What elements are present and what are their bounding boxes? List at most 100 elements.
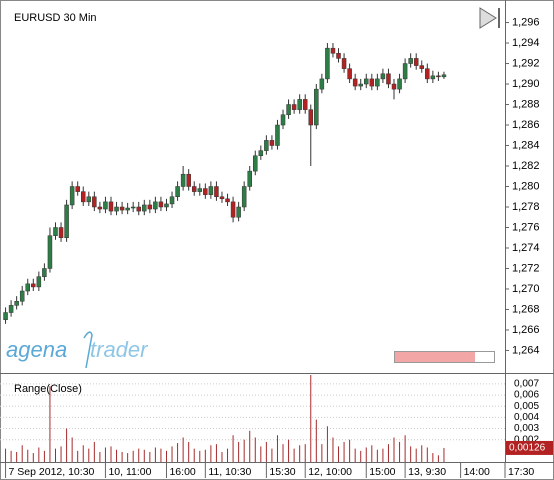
candle-body bbox=[341, 58, 347, 69]
candle-body bbox=[280, 114, 286, 126]
x-tick-label: 15:30 bbox=[269, 466, 295, 478]
candle-body bbox=[358, 83, 363, 87]
candle-body bbox=[130, 206, 136, 209]
y-tick-label: 1,284 bbox=[512, 139, 540, 151]
candle-body bbox=[97, 206, 103, 210]
candle-body bbox=[336, 53, 341, 59]
candle-body bbox=[275, 124, 280, 146]
candle-body bbox=[375, 78, 380, 87]
y-tick-label: 1,290 bbox=[512, 78, 540, 90]
candle-body bbox=[147, 204, 153, 210]
candle-body bbox=[175, 186, 180, 197]
candle-body bbox=[103, 201, 108, 210]
candle-body bbox=[14, 301, 19, 306]
y-tick-label: 1,264 bbox=[512, 344, 540, 356]
candle-body bbox=[125, 207, 130, 211]
candle-body bbox=[69, 186, 75, 206]
y-tick-label: 1,272 bbox=[512, 262, 540, 274]
candle-body bbox=[419, 65, 425, 69]
last-value-box bbox=[506, 440, 553, 455]
x-tick-label: 11, 10:30 bbox=[208, 466, 251, 478]
chart-title: EURUSD 30 Min bbox=[14, 12, 97, 24]
candle-body bbox=[286, 104, 291, 116]
candle-body bbox=[230, 201, 236, 218]
candle-body bbox=[31, 283, 36, 288]
play-button[interactable] bbox=[479, 7, 500, 29]
candle-body bbox=[64, 204, 69, 238]
candle-body bbox=[314, 88, 319, 126]
candle-body bbox=[253, 155, 258, 172]
logo-mark bbox=[83, 331, 93, 369]
candle-body bbox=[208, 186, 214, 195]
candle-body bbox=[153, 201, 158, 210]
x-tick-label: 7 Sep 2012, 10:30 bbox=[9, 466, 95, 478]
candle-body bbox=[413, 58, 419, 66]
candle-body bbox=[397, 78, 402, 90]
candle-body bbox=[330, 47, 336, 54]
y-tick-label: 1,292 bbox=[512, 57, 540, 69]
y-tick-label: 1,294 bbox=[512, 37, 540, 49]
candle-body bbox=[347, 68, 352, 80]
candle-body bbox=[225, 198, 230, 203]
candle-body bbox=[380, 73, 386, 80]
candle-body bbox=[425, 68, 430, 80]
candle-body bbox=[352, 78, 358, 87]
candle-body bbox=[92, 196, 97, 208]
y-tick-label: 1,282 bbox=[512, 160, 540, 172]
candle-body bbox=[186, 173, 191, 187]
x-tick-label: 14:00 bbox=[464, 466, 490, 478]
candle-body bbox=[291, 104, 297, 110]
candle-body bbox=[241, 186, 247, 208]
x-tick-label: 17:30 bbox=[508, 466, 534, 478]
candle-body bbox=[42, 268, 47, 277]
candle-body bbox=[408, 58, 413, 64]
candle-body bbox=[86, 196, 92, 203]
candle-body bbox=[325, 47, 330, 80]
logo: agena bbox=[6, 337, 67, 362]
candle-body bbox=[180, 173, 186, 187]
candle-body bbox=[36, 276, 42, 288]
x-tick-label: 15:00 bbox=[369, 466, 395, 478]
x-tick-label: 16:00 bbox=[169, 466, 195, 478]
candle-body bbox=[114, 206, 119, 212]
y-tick-label: 1,268 bbox=[512, 303, 540, 315]
candle-body bbox=[319, 78, 325, 90]
y-tick-label: 0,002 bbox=[514, 434, 539, 445]
y-tick-label: 1,280 bbox=[512, 180, 540, 192]
x-tick-label: 13, 9:30 bbox=[408, 466, 446, 478]
candle-body bbox=[391, 83, 397, 90]
y-tick-label: 1,270 bbox=[512, 283, 540, 295]
candle-body bbox=[136, 206, 141, 212]
indicator-title: Range(Close) bbox=[14, 383, 82, 395]
candle-body bbox=[169, 196, 175, 205]
candle-body bbox=[264, 140, 269, 151]
candle-body bbox=[297, 99, 302, 110]
y-tick-label: 1,286 bbox=[512, 119, 540, 131]
y-tick-label: 0,007 bbox=[514, 379, 539, 390]
candle-body bbox=[436, 75, 441, 78]
y-tick-label: 1,274 bbox=[512, 242, 540, 254]
candle-body bbox=[164, 203, 169, 208]
last-value-label: 0,00126 bbox=[509, 443, 546, 454]
candle-body bbox=[8, 305, 14, 313]
y-tick-label: 1,276 bbox=[512, 221, 540, 233]
y-tick-label: 0,006 bbox=[514, 390, 539, 401]
candle-body bbox=[3, 312, 8, 320]
candle-body bbox=[19, 290, 25, 302]
candle-body bbox=[47, 235, 53, 269]
candle-body bbox=[25, 283, 30, 292]
candle-body bbox=[302, 99, 308, 110]
x-tick-label: 10, 11:00 bbox=[108, 466, 151, 478]
candle-body bbox=[236, 206, 241, 218]
candle-body bbox=[58, 227, 64, 238]
candle-body bbox=[247, 170, 252, 187]
candle-body bbox=[197, 188, 203, 192]
candle-body bbox=[142, 204, 147, 212]
y-tick-label: 1,278 bbox=[512, 201, 540, 213]
logo: trader bbox=[90, 337, 149, 362]
candle-body bbox=[402, 63, 408, 80]
candle-body bbox=[219, 196, 225, 200]
candle-body bbox=[80, 191, 86, 203]
candle-body bbox=[364, 78, 369, 85]
